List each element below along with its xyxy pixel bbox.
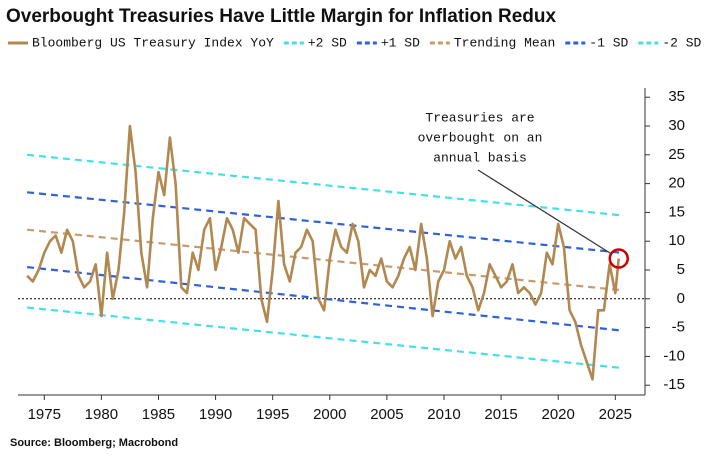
y-tick-label: 5 <box>677 261 685 278</box>
sd-line <box>26 306 622 369</box>
highlight-marker <box>608 248 629 269</box>
annotation: overbought on an <box>418 130 543 145</box>
x-tick-label: 1990 <box>199 406 232 423</box>
index-line <box>26 124 620 381</box>
sd-line <box>26 228 622 292</box>
legend-label: +1 SD <box>381 35 420 50</box>
y-tick-label: 30 <box>668 117 685 134</box>
y-tick-label: 15 <box>668 203 685 220</box>
annotation: annual basis <box>433 150 527 165</box>
legend-label: Bloomberg US Treasury Index YoY <box>32 35 274 50</box>
y-tick-label: -10 <box>663 347 685 364</box>
legend-label: Trending Mean <box>454 35 555 50</box>
annotation-arrow <box>477 169 612 254</box>
annotation: Treasuries are <box>425 110 534 125</box>
x-tick-label: 2010 <box>427 406 460 423</box>
y-tick-label: -15 <box>663 376 685 393</box>
legend-label: +2 SD <box>308 35 347 50</box>
source: Source: Bloomberg; Macrobond <box>10 437 178 449</box>
x-tick-label: 2000 <box>313 406 346 423</box>
x-tick-label: 1995 <box>256 406 289 423</box>
y-tick-label: 10 <box>668 232 685 249</box>
x-tick-label: 1985 <box>142 406 175 423</box>
x-tick-label: 1975 <box>28 406 61 423</box>
y-tick-label: 35 <box>668 88 685 105</box>
y-tick-label: -5 <box>672 319 685 336</box>
sd-line <box>26 153 622 217</box>
x-tick-label: 2020 <box>542 406 575 423</box>
x-tick-label: 2005 <box>370 406 403 423</box>
sd-line <box>26 191 622 254</box>
x-tick-label: 2015 <box>484 406 517 423</box>
x-tick-label: 2025 <box>599 406 632 423</box>
legend-label: -2 SD <box>662 35 701 50</box>
sd-line <box>26 266 622 332</box>
y-tick-label: 20 <box>668 175 685 192</box>
y-tick-label: 25 <box>668 146 685 163</box>
legend-label: -1 SD <box>589 35 628 50</box>
chart-title: Overbought Treasuries Have Little Margin… <box>6 6 556 27</box>
x-tick-label: 1980 <box>85 406 118 423</box>
y-tick-label: 0 <box>677 290 685 307</box>
